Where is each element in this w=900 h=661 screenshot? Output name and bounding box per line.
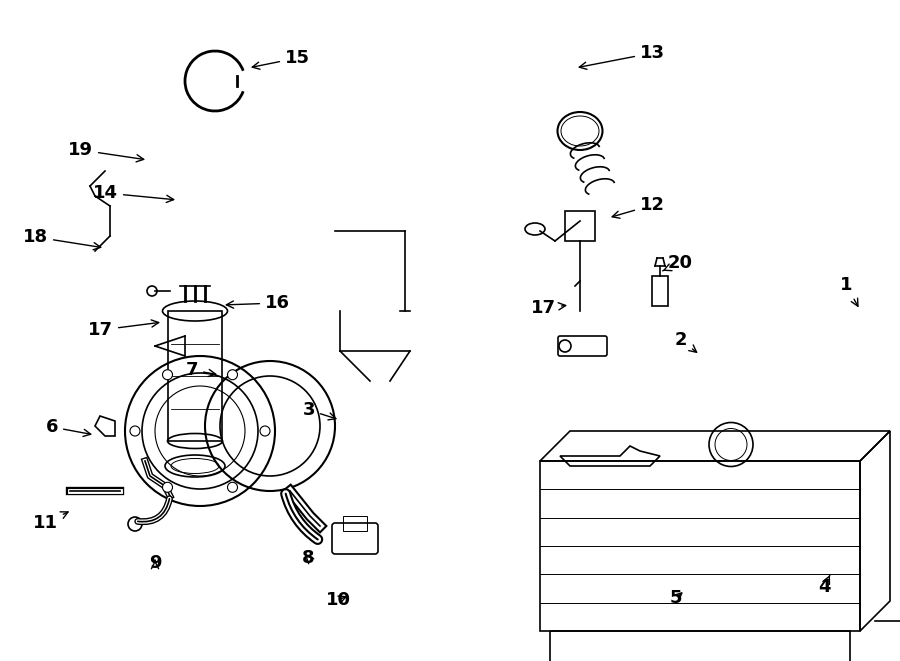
Text: 17: 17: [531, 299, 566, 317]
Circle shape: [163, 483, 173, 492]
Text: 5: 5: [670, 589, 682, 607]
Text: 1: 1: [840, 276, 858, 306]
Text: 14: 14: [93, 184, 174, 202]
Text: 6: 6: [46, 418, 91, 436]
Circle shape: [130, 426, 140, 436]
Text: 8: 8: [302, 549, 314, 567]
Text: 15: 15: [252, 49, 310, 69]
Text: 20: 20: [662, 254, 693, 272]
Text: 12: 12: [612, 196, 665, 218]
Circle shape: [163, 369, 173, 379]
Text: 9: 9: [148, 554, 161, 572]
Circle shape: [260, 426, 270, 436]
Text: 3: 3: [302, 401, 336, 420]
Text: 19: 19: [68, 141, 144, 162]
Text: 13: 13: [580, 44, 665, 69]
Text: 16: 16: [226, 294, 290, 312]
Text: 4: 4: [818, 575, 831, 596]
Text: 18: 18: [22, 228, 101, 250]
Circle shape: [228, 369, 238, 379]
Text: 7: 7: [185, 361, 216, 379]
Text: 2: 2: [675, 331, 697, 352]
Circle shape: [228, 483, 238, 492]
Text: 11: 11: [33, 512, 68, 532]
Text: 10: 10: [326, 591, 350, 609]
Text: 17: 17: [88, 320, 158, 339]
